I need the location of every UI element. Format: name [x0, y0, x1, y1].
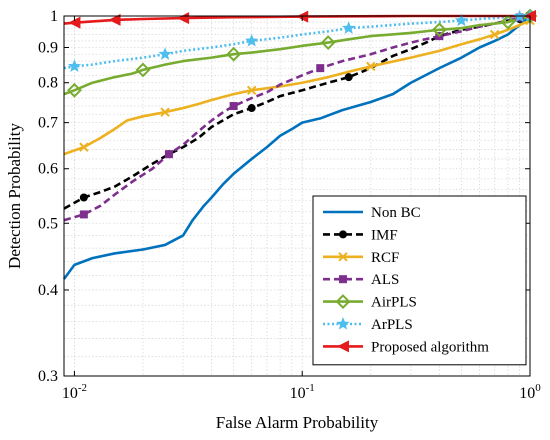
y-tick-label: 0.3: [38, 368, 58, 385]
series-line-rcf: [63, 19, 531, 156]
marker-imf: [344, 73, 353, 82]
legend-marker: [335, 294, 351, 310]
y-tick-label: 1: [50, 8, 58, 25]
legend-label: ALS: [371, 272, 399, 288]
marker-als: [229, 102, 238, 111]
marker-rcf: [246, 85, 257, 95]
marker-imf: [79, 193, 88, 202]
series-line-non-bc: [62, 15, 531, 280]
series-line-airpls: [63, 14, 531, 96]
marker-arpls: [342, 21, 356, 34]
marker-arpls: [67, 59, 82, 73]
marker-airpls: [67, 82, 82, 98]
marker-rcf: [160, 107, 170, 117]
marker-als: [79, 210, 88, 219]
series-line-imf: [63, 14, 531, 210]
legend-label: IMF: [371, 227, 398, 243]
legend-marker: [339, 275, 347, 284]
legend-item-proposed-algorithm: Proposed algorithm: [323, 339, 489, 355]
series-line-arpls: [63, 14, 531, 70]
x-axis-label: False Alarm Probability: [216, 413, 379, 432]
plot-frame: [63, 15, 531, 377]
legend-label: ArPLS: [371, 317, 413, 333]
y-tick-label: 0.8: [38, 75, 58, 92]
marker-proposed-algorithm: [68, 16, 81, 29]
legend-marker: [337, 340, 349, 353]
legend-label: RCF: [371, 250, 399, 266]
legend-item-arpls: ArPLS: [323, 317, 413, 333]
marker-airpls: [226, 46, 242, 62]
marker-imf: [247, 104, 256, 113]
legend-marker: [339, 230, 347, 239]
y-tick-label: 0.6: [38, 161, 58, 178]
legend-item-non-bc: Non BC: [323, 205, 421, 221]
marker-rcf: [366, 61, 376, 72]
legend-label: Proposed algorithm: [371, 339, 489, 355]
x-tick-label: 10-2: [62, 382, 87, 402]
marker-rcf: [79, 142, 89, 152]
legend-item-imf: IMF: [323, 227, 398, 243]
axis-ticks: 10-2 10-1 100 0.3 0.4 0.5 0.6 0.7 0.8 0.9 1: [38, 8, 541, 402]
legend-marker: [338, 252, 348, 262]
marker-airpls: [500, 14, 516, 30]
legend-label: Non BC: [371, 205, 421, 221]
marker-proposed-algorithm: [177, 12, 190, 25]
x-tick-label: 10-1: [290, 382, 315, 402]
series-lines: [62, 14, 531, 280]
y-tick-label: 0.9: [38, 40, 58, 57]
legend-marker: [336, 317, 350, 330]
y-tick-label: 0.7: [38, 115, 58, 132]
y-tick-label: 0.5: [38, 215, 58, 232]
legend: Non BC IMF RCF ALS AirPLS ArPLS Proposed algor…: [312, 195, 527, 366]
legend-item-rcf: RCF: [323, 250, 399, 266]
marker-airpls: [320, 35, 336, 50]
legend-label: AirPLS: [371, 295, 417, 311]
marker-arpls: [245, 33, 259, 47]
marker-arpls: [454, 13, 469, 27]
series-line-als: [63, 14, 531, 222]
y-axis-label: Detection Probability: [5, 123, 24, 269]
legend-item-airpls: AirPLS: [323, 294, 417, 311]
marker-als: [164, 150, 173, 159]
marker-rcf: [490, 29, 500, 40]
series-markers: [67, 8, 538, 219]
marker-proposed-algorithm: [108, 13, 121, 26]
y-tick-label: 0.4: [38, 282, 58, 299]
marker-airpls: [431, 22, 447, 38]
legend-item-als: ALS: [323, 272, 399, 288]
marker-arpls: [158, 47, 172, 60]
marker-airpls: [135, 62, 151, 78]
x-tick-label: 100: [519, 382, 541, 402]
marker-als: [316, 64, 325, 73]
